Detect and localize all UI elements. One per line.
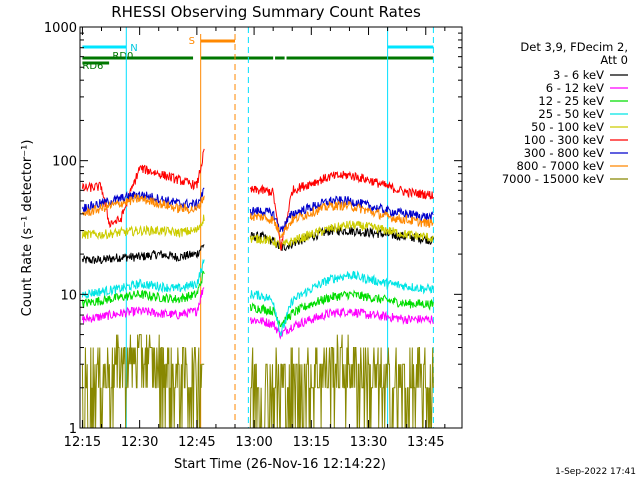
series-7-segment-1 [249, 200, 434, 238]
y-tick-label-2: 100 [52, 155, 77, 170]
legend-header-line-2: Att 0 [600, 53, 628, 67]
series-6-segment-1 [249, 195, 434, 233]
x-tick-label-1: 12:30 [121, 435, 158, 450]
series-1-segment-0 [81, 287, 205, 324]
rd-left-bar-label-0: RD6 [82, 61, 103, 72]
y-tick-label-0: 1 [69, 422, 77, 437]
y-tick-label-3: 1000 [44, 21, 77, 36]
legend-header-line-1: Det 3,9, FDecim 2, [520, 40, 628, 54]
legend-label-5: 100 - 300 keV [524, 133, 604, 147]
series-1-segment-1 [249, 307, 434, 340]
axis-ticks [80, 27, 462, 428]
legend-label-8: 7000 - 15000 keV [502, 172, 604, 186]
rd-bar-label-0: RD0 [112, 51, 133, 62]
legend-label-7: 800 - 7000 keV [516, 159, 604, 173]
x-tick-label-3: 13:00 [235, 435, 272, 450]
legend-label-3: 25 - 50 keV [538, 107, 604, 121]
series-3-segment-0 [81, 258, 205, 299]
series-3-segment-1 [249, 270, 434, 337]
series-5-segment-1 [249, 170, 434, 251]
x-tick-label-5: 13:30 [350, 435, 387, 450]
legend-label-6: 300 - 800 keV [524, 146, 604, 160]
plot-frame [79, 26, 463, 429]
legend-label-4: 50 - 100 keV [531, 120, 604, 134]
saa-bar-label: S [189, 36, 195, 47]
legend-label-2: 12 - 25 keV [538, 94, 604, 108]
x-tick-labels: 12:15 12:30 12:45 13:00 13:15 13:30 13:45 [64, 435, 445, 450]
x-axis-label: Start Time (26-Nov-16 12:14:22) [174, 457, 386, 472]
series-lines [81, 148, 434, 429]
series-8-segment-1 [249, 334, 434, 429]
legend-label-0: 3 - 6 keV [553, 68, 604, 82]
night-bar-label-0: N [130, 43, 137, 54]
x-tick-label-2: 12:45 [178, 435, 215, 450]
series-2-segment-0 [81, 270, 205, 309]
series-5-segment-0 [81, 148, 205, 229]
legend-label-1: 6 - 12 keV [546, 81, 604, 95]
x-tick-label-0: 12:15 [64, 435, 101, 450]
series-0-segment-0 [81, 244, 205, 264]
x-tick-label-6: 13:45 [407, 435, 444, 450]
footer-timestamp: 1-Sep-2022 17:41 [555, 467, 636, 477]
series-8-segment-0 [81, 334, 205, 429]
series-7-segment-0 [81, 193, 205, 217]
y-tick-label-1: 10 [60, 288, 77, 303]
x-tick-label-4: 13:15 [293, 435, 330, 450]
y-tick-labels: 1 10 100 1000 [44, 21, 77, 437]
y-axis-label: Count Rate (s⁻¹ detector⁻¹) [20, 140, 35, 317]
series-4-segment-0 [81, 214, 205, 241]
series-2-segment-1 [249, 289, 434, 328]
chart-title: RHESSI Observing Summary Count Rates [111, 3, 421, 21]
series-6-segment-0 [81, 187, 205, 214]
annotation-bars: N S RD0 RD6 [82, 36, 434, 72]
